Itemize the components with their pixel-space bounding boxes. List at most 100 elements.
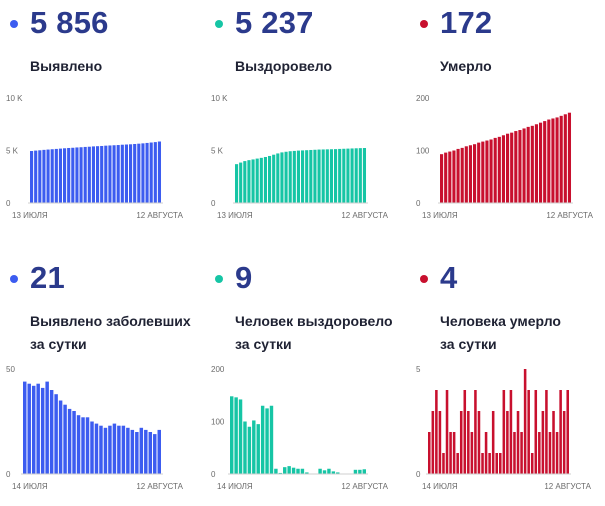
bar bbox=[467, 411, 470, 474]
bar bbox=[477, 411, 481, 474]
bar bbox=[58, 148, 63, 203]
stat-value: 9 bbox=[235, 260, 253, 295]
bar bbox=[485, 140, 489, 203]
stat-label: Выявлено заболевших за сутки bbox=[30, 313, 191, 352]
bar bbox=[350, 148, 354, 203]
bar bbox=[137, 143, 141, 203]
bar bbox=[296, 150, 301, 203]
bar bbox=[296, 468, 300, 474]
bar bbox=[153, 142, 157, 203]
bar bbox=[108, 425, 112, 474]
y-tick-label: 5 bbox=[416, 365, 421, 374]
bar bbox=[438, 411, 442, 474]
bar bbox=[45, 381, 49, 474]
bar bbox=[541, 411, 545, 474]
bar bbox=[72, 411, 76, 474]
chart-detected-total: 0 5 K 10 K 13 ИЮЛЯ 12 АВГУСТА bbox=[6, 94, 184, 220]
bar bbox=[54, 148, 58, 203]
series-dot bbox=[215, 20, 223, 28]
bar bbox=[358, 469, 362, 474]
x-start-label: 14 ИЮЛЯ bbox=[12, 482, 48, 491]
bar bbox=[292, 150, 296, 203]
bar bbox=[562, 411, 566, 474]
y-tick-label: 5 K bbox=[211, 147, 224, 156]
series-dot bbox=[215, 275, 223, 283]
bar bbox=[145, 142, 149, 203]
x-end-label: 12 АВГУСТА bbox=[136, 211, 183, 220]
bar bbox=[148, 432, 153, 474]
bar bbox=[474, 390, 477, 474]
stat-label: Выздоровело bbox=[235, 58, 333, 74]
bar bbox=[448, 151, 452, 203]
bar bbox=[552, 411, 555, 474]
bar bbox=[501, 135, 506, 203]
y-tick-label: 200 bbox=[211, 365, 225, 374]
bar bbox=[157, 429, 161, 474]
bar bbox=[234, 397, 238, 474]
bar bbox=[288, 151, 292, 203]
bar bbox=[301, 150, 305, 203]
bar bbox=[491, 411, 495, 474]
bar bbox=[534, 124, 539, 203]
bar bbox=[23, 381, 27, 474]
y-tick-label: 5 K bbox=[6, 147, 19, 156]
bar bbox=[354, 148, 358, 203]
bar bbox=[548, 432, 552, 474]
bar bbox=[255, 158, 259, 203]
series-dot bbox=[10, 20, 18, 28]
bar bbox=[94, 423, 99, 474]
y-tick-label: 0 bbox=[6, 199, 11, 208]
bar bbox=[50, 149, 54, 203]
bar bbox=[67, 147, 71, 203]
y-tick-label: 0 bbox=[416, 470, 421, 479]
panel-recovered-total: 5 237 Выздоровело 0 5 K 10 K 13 ИЮЛЯ 12 АВГУ… bbox=[205, 0, 400, 235]
bar bbox=[520, 432, 523, 474]
bar bbox=[329, 149, 334, 203]
x-start-label: 14 ИЮЛЯ bbox=[217, 482, 253, 491]
bar bbox=[129, 144, 133, 203]
y-tick-label: 0 bbox=[6, 470, 11, 479]
bar bbox=[456, 148, 460, 203]
bar bbox=[322, 470, 327, 474]
stat-value: 172 bbox=[440, 5, 493, 40]
bar bbox=[336, 472, 340, 474]
x-start-label: 13 ИЮЛЯ bbox=[12, 211, 48, 220]
bar bbox=[49, 390, 54, 474]
bar bbox=[38, 150, 42, 203]
bar bbox=[58, 400, 63, 474]
x-start-label: 13 ИЮЛЯ bbox=[217, 211, 253, 220]
bar bbox=[157, 141, 162, 203]
bar bbox=[468, 145, 473, 203]
bar bbox=[452, 432, 456, 474]
stat-value: 21 bbox=[30, 260, 65, 295]
stat-label: Человека умерло за сутки bbox=[440, 313, 561, 352]
bar bbox=[287, 466, 291, 475]
bar bbox=[551, 118, 555, 203]
bar bbox=[527, 390, 530, 474]
bar bbox=[71, 147, 75, 203]
bar bbox=[555, 117, 559, 203]
x-end-label: 12 АВГУСТА bbox=[544, 482, 591, 491]
bar bbox=[555, 432, 559, 474]
y-tick-label: 0 bbox=[211, 470, 216, 479]
bar bbox=[30, 151, 34, 203]
bar bbox=[126, 427, 130, 474]
y-tick-label: 50 bbox=[6, 365, 15, 374]
bar bbox=[63, 148, 67, 203]
bar bbox=[260, 405, 265, 474]
stat-value: 5 237 bbox=[235, 5, 314, 40]
bar bbox=[567, 112, 572, 203]
bar bbox=[305, 472, 309, 474]
bar bbox=[104, 145, 108, 203]
bar bbox=[331, 471, 336, 475]
bar bbox=[149, 142, 153, 203]
bar bbox=[305, 150, 309, 203]
bar bbox=[144, 429, 148, 474]
bar bbox=[530, 125, 534, 203]
bar bbox=[121, 425, 126, 474]
bar bbox=[256, 424, 260, 475]
bar bbox=[274, 468, 278, 474]
bar bbox=[230, 396, 234, 474]
bar bbox=[543, 121, 547, 203]
bar bbox=[46, 149, 50, 203]
